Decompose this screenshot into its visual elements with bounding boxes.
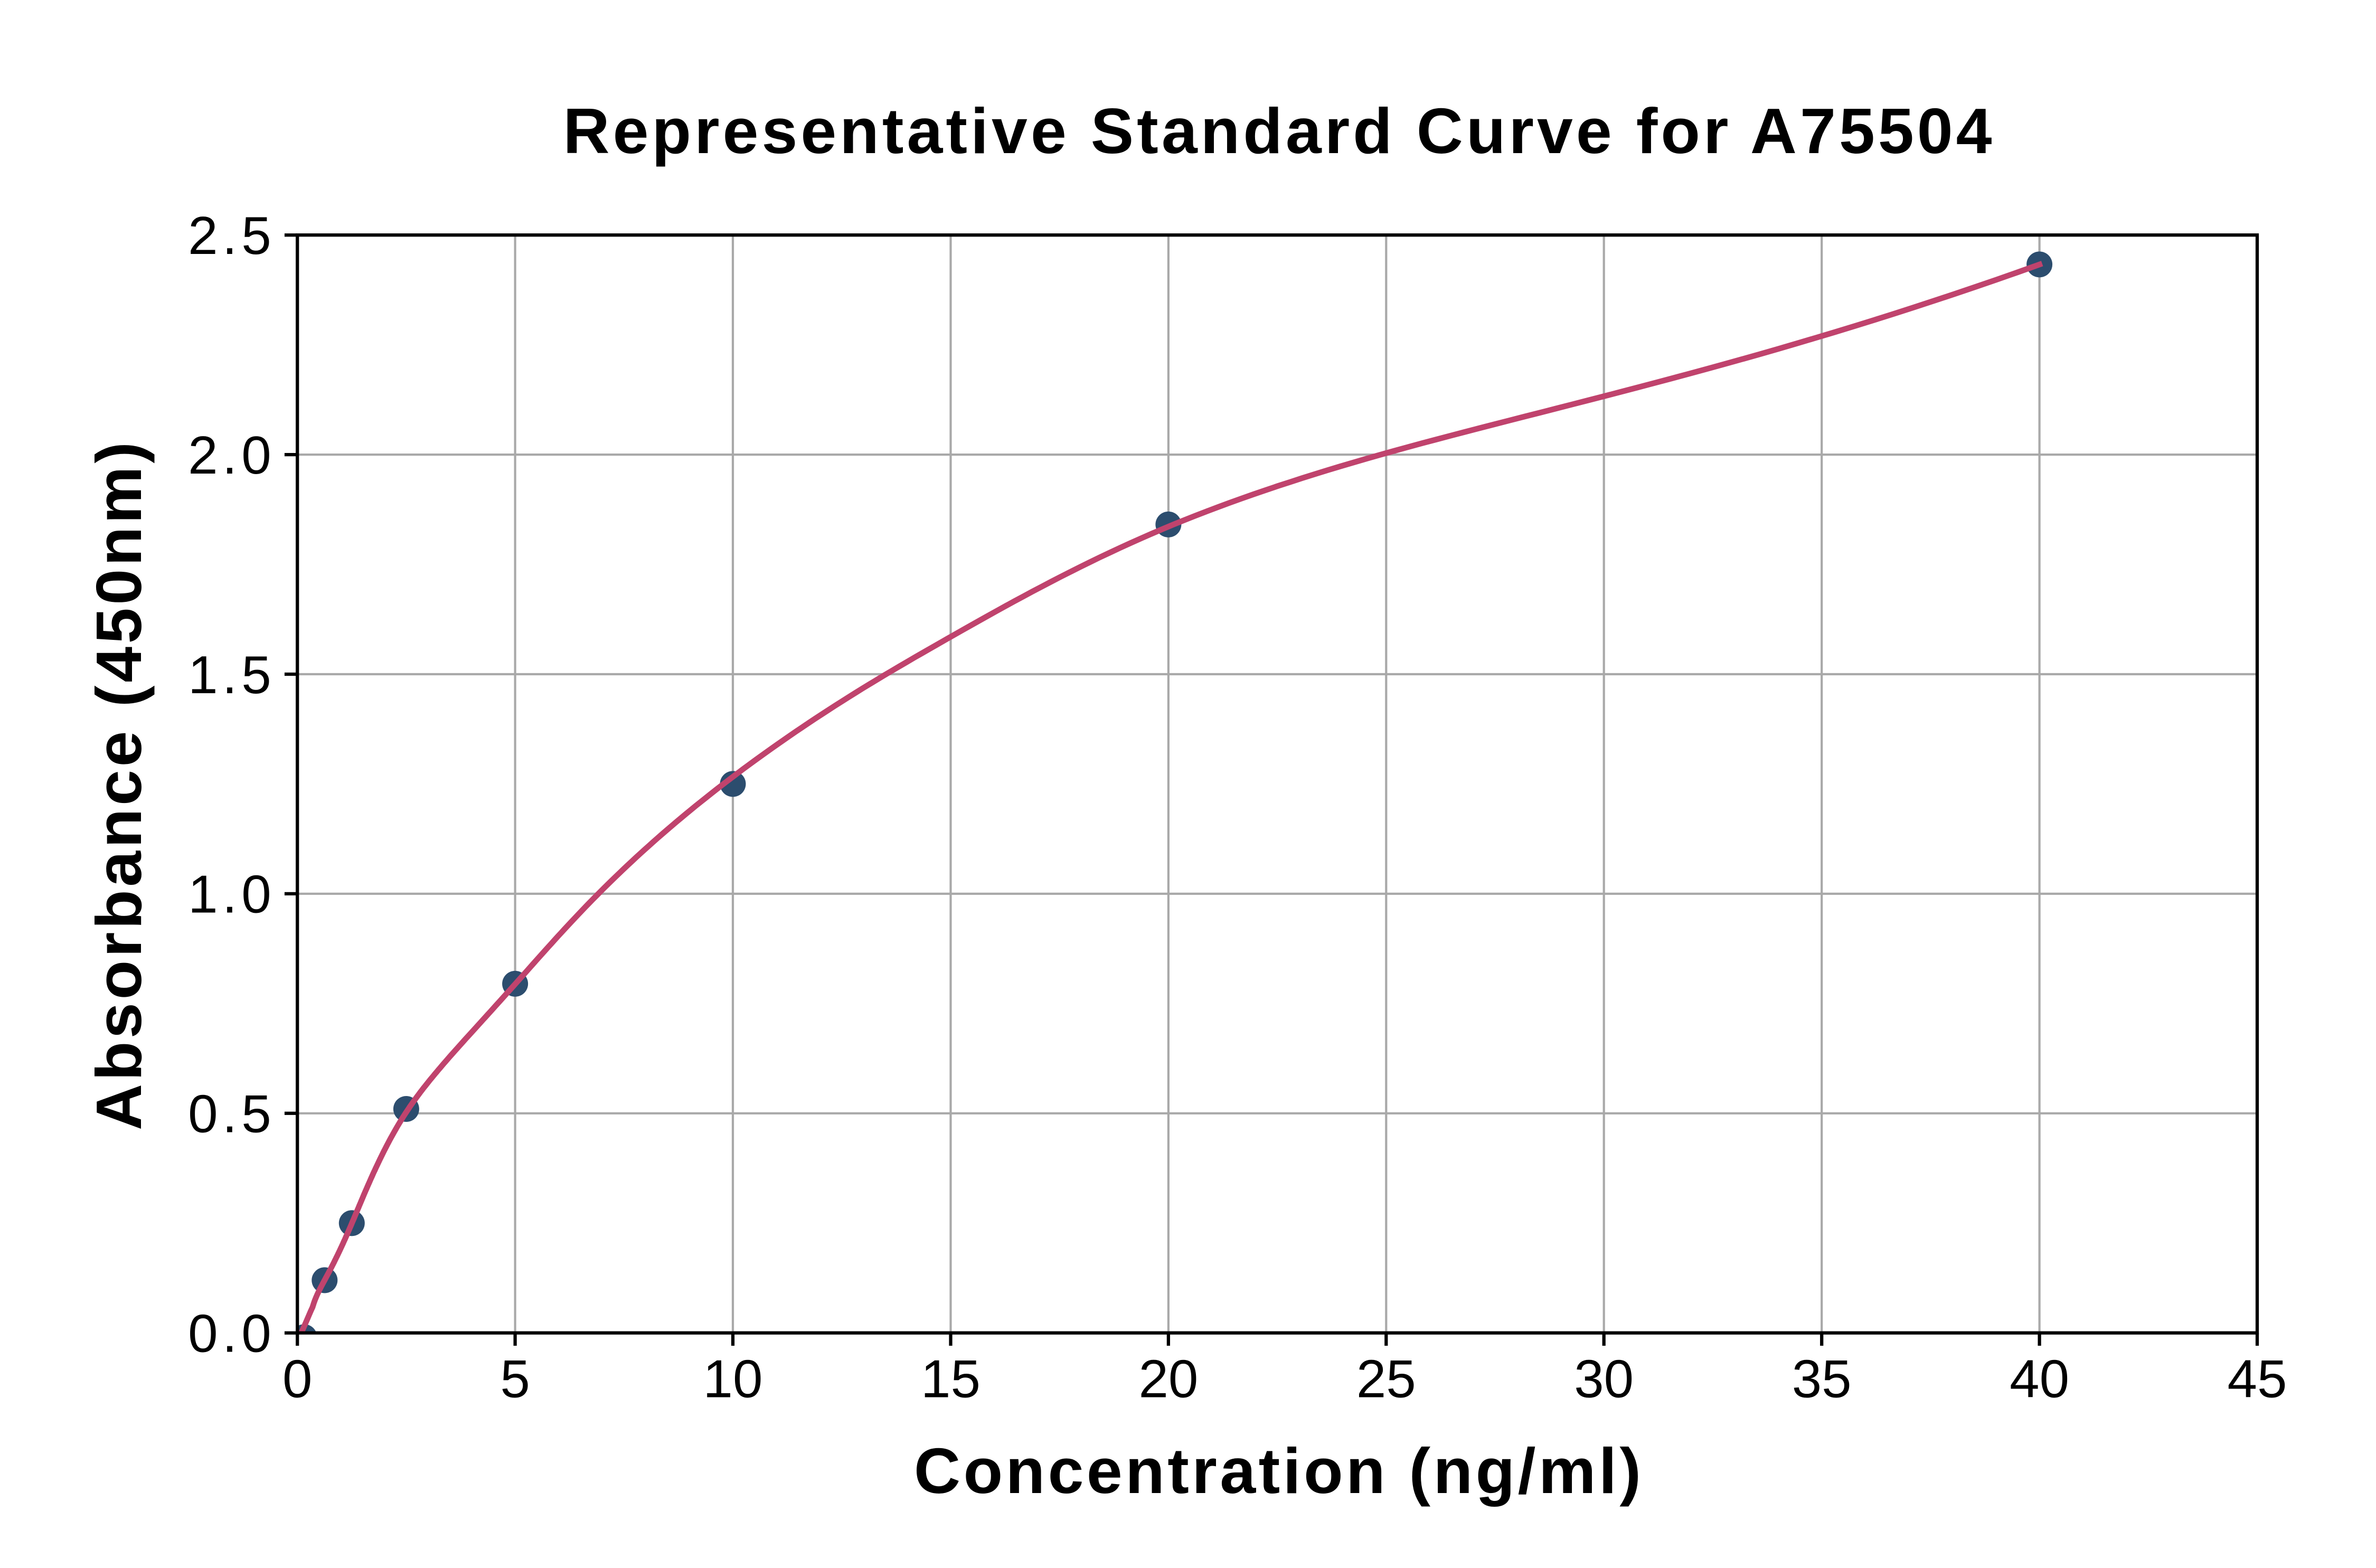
svg-text:2.0: 2.0 <box>188 425 276 485</box>
svg-text:0: 0 <box>282 1349 312 1409</box>
svg-text:1.5: 1.5 <box>188 645 276 705</box>
svg-text:35: 35 <box>1792 1349 1852 1409</box>
svg-text:10: 10 <box>703 1349 763 1409</box>
svg-text:Concentration (ng/ml): Concentration (ng/ml) <box>914 1435 1641 1507</box>
svg-text:5: 5 <box>500 1349 530 1409</box>
svg-text:Representative Standard Curve: Representative Standard Curve for A75504 <box>563 95 1992 167</box>
svg-text:0.0: 0.0 <box>188 1303 276 1364</box>
svg-text:25: 25 <box>1356 1349 1416 1409</box>
svg-text:20: 20 <box>1138 1349 1198 1409</box>
svg-text:2.5: 2.5 <box>188 205 276 266</box>
svg-text:40: 40 <box>2010 1349 2069 1409</box>
svg-text:15: 15 <box>921 1349 980 1409</box>
svg-text:0.5: 0.5 <box>188 1084 276 1144</box>
svg-text:45: 45 <box>2228 1349 2287 1409</box>
svg-text:30: 30 <box>1574 1349 1634 1409</box>
svg-text:Absorbance (450nm): Absorbance (450nm) <box>83 442 155 1130</box>
svg-text:1.0: 1.0 <box>188 864 276 924</box>
